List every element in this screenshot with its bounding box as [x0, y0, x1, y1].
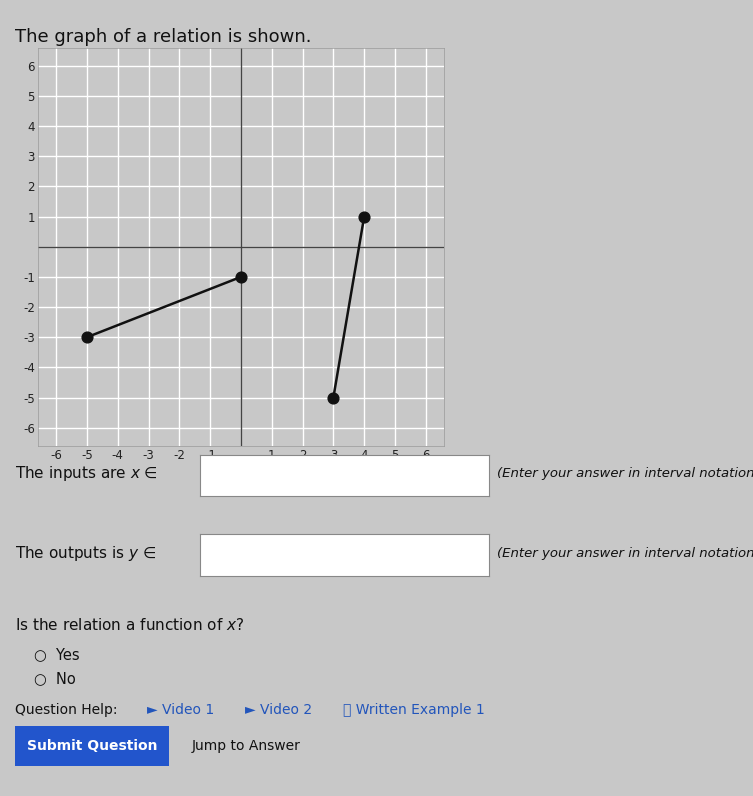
Text: Submit Question: Submit Question	[27, 739, 157, 753]
Point	[81, 331, 93, 344]
Text: ► Video 2: ► Video 2	[245, 703, 312, 717]
Text: (Enter your answer in interval notation): (Enter your answer in interval notation)	[497, 547, 753, 560]
Point	[328, 391, 340, 404]
Text: The outputs is $y$ ∈: The outputs is $y$ ∈	[15, 544, 157, 563]
Text: ○  No: ○ No	[34, 671, 75, 685]
Text: ○  Yes: ○ Yes	[34, 647, 80, 661]
Point	[358, 210, 370, 223]
Text: Jump to Answer: Jump to Answer	[192, 739, 301, 753]
Text: Question Help:: Question Help:	[15, 703, 117, 717]
Text: Is the relation a function of $x$?: Is the relation a function of $x$?	[15, 617, 245, 633]
Text: The inputs are $x$ ∈: The inputs are $x$ ∈	[15, 464, 158, 483]
Point	[235, 271, 247, 283]
Text: 🗎 Written Example 1: 🗎 Written Example 1	[343, 703, 484, 717]
Text: The graph of a relation is shown.: The graph of a relation is shown.	[15, 28, 312, 46]
Text: ► Video 1: ► Video 1	[147, 703, 214, 717]
Text: (Enter your answer in interval notation): (Enter your answer in interval notation)	[497, 467, 753, 480]
